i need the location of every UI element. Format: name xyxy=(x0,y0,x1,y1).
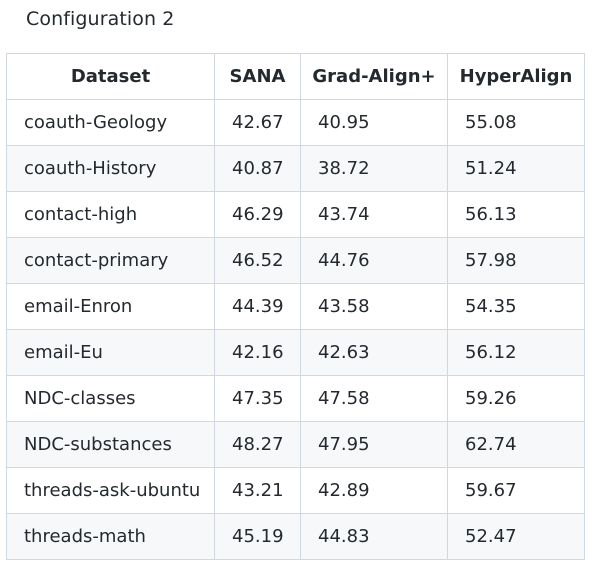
header-grad-align-plus: Grad-Align+ xyxy=(300,53,448,100)
cell-sana: 42.67 xyxy=(214,99,301,146)
results-table: Dataset SANA Grad-Align+ HyperAlign coau… xyxy=(6,53,585,560)
table-row: coauth-History 40.87 38.72 51.24 xyxy=(6,145,585,192)
cell-dataset: email-Eu xyxy=(6,329,215,376)
cell-grad-align-plus: 38.72 xyxy=(300,145,448,192)
cell-hyperalign: 59.67 xyxy=(447,467,585,514)
table-row: threads-ask-ubuntu 43.21 42.89 59.67 xyxy=(6,467,585,514)
cell-grad-align-plus: 40.95 xyxy=(300,99,448,146)
table-row: email-Eu 42.16 42.63 56.12 xyxy=(6,329,585,376)
cell-dataset: NDC-classes xyxy=(6,375,215,422)
table-row: email-Enron 44.39 43.58 54.35 xyxy=(6,283,585,330)
table-row: contact-high 46.29 43.74 56.13 xyxy=(6,191,585,238)
cell-dataset: coauth-History xyxy=(6,145,215,192)
cell-hyperalign: 55.08 xyxy=(447,99,585,146)
cell-sana: 42.16 xyxy=(214,329,301,376)
table-body: coauth-Geology 42.67 40.95 55.08 coauth-… xyxy=(6,99,585,560)
cell-dataset: threads-math xyxy=(6,513,215,560)
cell-sana: 43.21 xyxy=(214,467,301,514)
cell-hyperalign: 56.12 xyxy=(447,329,585,376)
cell-grad-align-plus: 44.83 xyxy=(300,513,448,560)
cell-grad-align-plus: 47.58 xyxy=(300,375,448,422)
cell-sana: 46.29 xyxy=(214,191,301,238)
cell-grad-align-plus: 44.76 xyxy=(300,237,448,284)
table-row: NDC-classes 47.35 47.58 59.26 xyxy=(6,375,585,422)
header-hyperalign: HyperAlign xyxy=(447,53,585,100)
cell-dataset: NDC-substances xyxy=(6,421,215,468)
header-row: Dataset SANA Grad-Align+ HyperAlign xyxy=(6,53,585,100)
cell-dataset: coauth-Geology xyxy=(6,99,215,146)
cell-hyperalign: 54.35 xyxy=(447,283,585,330)
cell-sana: 45.19 xyxy=(214,513,301,560)
table-row: coauth-Geology 42.67 40.95 55.08 xyxy=(6,99,585,146)
cell-dataset: email-Enron xyxy=(6,283,215,330)
cell-sana: 47.35 xyxy=(214,375,301,422)
cell-sana: 48.27 xyxy=(214,421,301,468)
cell-hyperalign: 57.98 xyxy=(447,237,585,284)
cell-dataset: contact-high xyxy=(6,191,215,238)
cell-hyperalign: 52.47 xyxy=(447,513,585,560)
cell-grad-align-plus: 42.89 xyxy=(300,467,448,514)
header-dataset: Dataset xyxy=(6,53,215,100)
cell-dataset: contact-primary xyxy=(6,237,215,284)
cell-grad-align-plus: 42.63 xyxy=(300,329,448,376)
cell-grad-align-plus: 47.95 xyxy=(300,421,448,468)
cell-grad-align-plus: 43.74 xyxy=(300,191,448,238)
cell-hyperalign: 51.24 xyxy=(447,145,585,192)
table-row: threads-math 45.19 44.83 52.47 xyxy=(6,513,585,560)
cell-hyperalign: 62.74 xyxy=(447,421,585,468)
table-header: Dataset SANA Grad-Align+ HyperAlign xyxy=(6,53,585,100)
cell-hyperalign: 56.13 xyxy=(447,191,585,238)
header-sana: SANA xyxy=(214,53,301,100)
table-row: NDC-substances 48.27 47.95 62.74 xyxy=(6,421,585,468)
cell-sana: 44.39 xyxy=(214,283,301,330)
cell-hyperalign: 59.26 xyxy=(447,375,585,422)
cell-sana: 46.52 xyxy=(214,237,301,284)
cell-sana: 40.87 xyxy=(214,145,301,192)
table-row: contact-primary 46.52 44.76 57.98 xyxy=(6,237,585,284)
cell-grad-align-plus: 43.58 xyxy=(300,283,448,330)
table-caption: Configuration 2 xyxy=(26,8,175,30)
cell-dataset: threads-ask-ubuntu xyxy=(6,467,215,514)
